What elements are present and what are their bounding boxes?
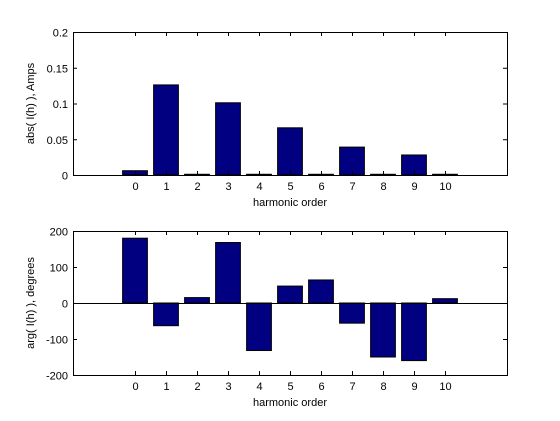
phase-ytick-label: 200 bbox=[50, 227, 68, 239]
magnitude-bar-3 bbox=[215, 102, 241, 176]
magnitude-xtick-label: 0 bbox=[132, 181, 138, 193]
magnitude-xtick-label: 5 bbox=[287, 181, 293, 193]
phase-bar-1 bbox=[153, 302, 179, 327]
phase-bar-5 bbox=[277, 285, 303, 304]
magnitude-ytick-label: 0.2 bbox=[53, 28, 68, 40]
phase-bar-4 bbox=[246, 302, 272, 352]
magnitude-y-axis-label: abs( I(h) ), Amps bbox=[25, 62, 37, 144]
phase-bar-9 bbox=[401, 302, 427, 362]
magnitude-subplot: 0 1 2 3 4 5 6 7 8 9 10 0 0.05 0.1 0.15 0.2 harmonic ord… bbox=[25, 28, 508, 209]
phase-subplot: 0 1 2 3 4 5 6 7 8 9 10 -200 -100 0 100 200 harmonic ord… bbox=[25, 227, 508, 409]
magnitude-ytick-label: 0 bbox=[62, 171, 68, 183]
magnitude-xtick-label: 2 bbox=[194, 181, 200, 193]
phase-xtick-label: 10 bbox=[439, 381, 451, 393]
magnitude-xtick-label: 3 bbox=[225, 181, 231, 193]
phase-ticks: 0 1 2 3 4 5 6 7 8 9 10 -200 -100 0 100 200 bbox=[46, 227, 507, 393]
phase-xtick-label: 6 bbox=[318, 381, 324, 393]
phase-bar-6 bbox=[308, 279, 334, 304]
magnitude-x-axis-label: harmonic order bbox=[253, 197, 327, 209]
magnitude-ticks: 0 1 2 3 4 5 6 7 8 9 10 0 0.05 0.1 0.15 0.2 bbox=[47, 28, 507, 193]
phase-xtick-label: 1 bbox=[163, 381, 169, 393]
phase-ytick-label: 0 bbox=[62, 299, 68, 311]
magnitude-xtick-label: 8 bbox=[380, 181, 386, 193]
phase-bar-0 bbox=[122, 237, 148, 304]
phase-xtick-label: 9 bbox=[411, 381, 417, 393]
magnitude-ytick-label: 0.15 bbox=[47, 63, 68, 75]
phase-x-axis-label: harmonic order bbox=[253, 397, 327, 409]
phase-xtick-label: 5 bbox=[287, 381, 293, 393]
phase-bar-7 bbox=[339, 302, 365, 324]
magnitude-ytick-label: 0.1 bbox=[53, 99, 68, 111]
magnitude-bars bbox=[122, 84, 458, 176]
phase-bars bbox=[122, 237, 458, 362]
phase-xtick-label: 7 bbox=[349, 381, 355, 393]
phase-bar-3 bbox=[215, 242, 241, 304]
phase-ytick-label: 100 bbox=[50, 263, 68, 275]
magnitude-xtick-label: 7 bbox=[349, 181, 355, 193]
magnitude-xtick-label: 9 bbox=[411, 181, 417, 193]
magnitude-ytick-label: 0.05 bbox=[47, 135, 68, 147]
phase-bar-8 bbox=[370, 302, 396, 358]
phase-xtick-label: 0 bbox=[132, 381, 138, 393]
phase-xtick-label: 3 bbox=[225, 381, 231, 393]
phase-xtick-label: 2 bbox=[194, 381, 200, 393]
magnitude-xtick-label: 1 bbox=[163, 181, 169, 193]
phase-xtick-label: 4 bbox=[256, 381, 262, 393]
phase-bar-2 bbox=[184, 297, 210, 304]
phase-bar-10 bbox=[432, 298, 458, 304]
magnitude-bar-7 bbox=[339, 146, 365, 176]
magnitude-xtick-label: 6 bbox=[318, 181, 324, 193]
phase-ytick-label: -200 bbox=[46, 371, 68, 383]
phase-xtick-label: 8 bbox=[380, 381, 386, 393]
magnitude-xtick-label: 4 bbox=[256, 181, 262, 193]
magnitude-bar-5 bbox=[277, 127, 303, 176]
phase-y-axis-label: arg( I(h) ), degrees bbox=[25, 257, 37, 349]
magnitude-xtick-label: 10 bbox=[439, 181, 451, 193]
phase-ytick-label: -100 bbox=[46, 335, 68, 347]
magnitude-bar-1 bbox=[153, 84, 179, 176]
